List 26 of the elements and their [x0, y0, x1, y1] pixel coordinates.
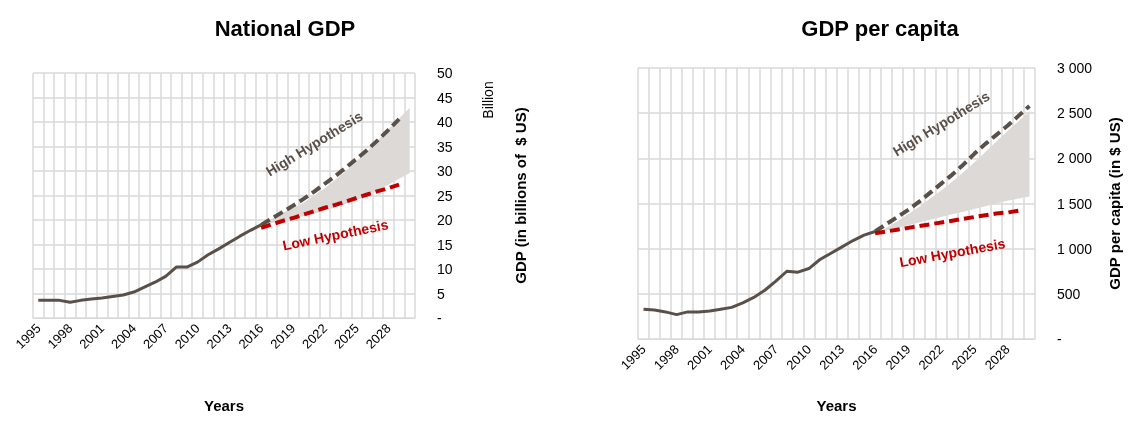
x-axis-title: Years	[816, 397, 857, 414]
y-tick-label: 1 500	[1057, 195, 1093, 212]
y-tick-label: 5	[437, 285, 445, 302]
chart-title: GDP per capita	[801, 15, 960, 41]
y-tick-label: 35	[437, 138, 453, 155]
y-tick-label: 20	[437, 212, 453, 228]
line-series	[873, 208, 1021, 236]
y-tick-label: 30	[437, 163, 453, 179]
y-tick-label: 2 000	[1057, 150, 1093, 167]
y-tick-label: 40	[437, 114, 453, 130]
y-tick-label: 25	[437, 187, 453, 204]
y-axis-title: GDP per capita (in $ US)	[1106, 117, 1123, 290]
y-tick-label: -	[1057, 331, 1062, 347]
y-tick-label: 10	[437, 261, 453, 277]
y-tick-label: 2 500	[1057, 105, 1093, 122]
y-tick-label: 500	[1057, 285, 1081, 302]
y-tick-label: 3 000	[1057, 60, 1093, 76]
y-tick-label: 45	[437, 89, 453, 106]
text: Billion	[480, 81, 496, 119]
chart-title: National GDP	[214, 15, 356, 41]
x-axis-title: Years	[203, 397, 245, 414]
y-axis-title: GDP (in billions of $ US)	[512, 107, 529, 284]
y-tick-label: 50	[437, 65, 453, 81]
y-tick-label: 1 000	[1057, 240, 1093, 257]
y-tick-label: -	[437, 310, 442, 326]
y-tick-label: 15	[437, 236, 453, 253]
